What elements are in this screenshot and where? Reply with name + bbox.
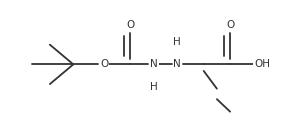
Text: N: N (150, 59, 158, 69)
Text: O: O (126, 20, 135, 30)
Text: O: O (226, 20, 234, 30)
Text: N: N (173, 59, 181, 69)
Text: O: O (100, 59, 108, 69)
Text: OH: OH (254, 59, 270, 69)
Text: H: H (150, 82, 158, 92)
Text: H: H (173, 37, 181, 47)
